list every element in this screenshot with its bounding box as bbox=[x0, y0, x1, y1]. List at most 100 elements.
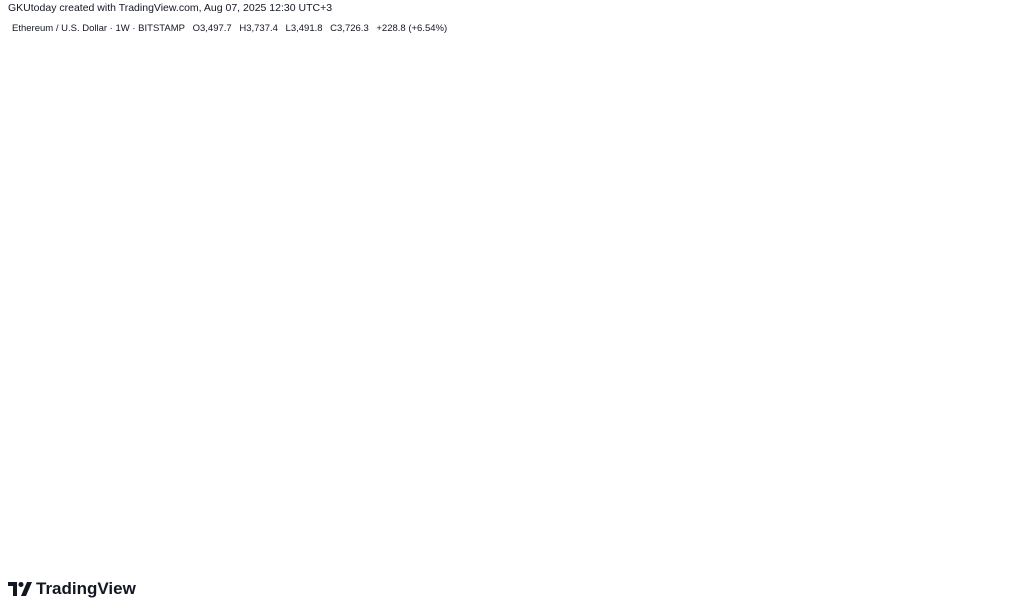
candle-body bbox=[98, 225, 108, 261]
x-tick-label: Jul bbox=[875, 554, 887, 565]
y-tick-label: 3,000.0 bbox=[980, 244, 1012, 255]
candle-down bbox=[659, 383, 669, 447]
candle-body bbox=[328, 357, 338, 361]
chart-frame bbox=[7, 17, 1018, 569]
candle-up bbox=[570, 176, 580, 225]
candle-up bbox=[608, 280, 618, 321]
candle-body bbox=[22, 144, 32, 176]
x-tick-label: May bbox=[94, 554, 112, 565]
candle-body bbox=[863, 316, 873, 328]
candle-body bbox=[659, 404, 669, 426]
ma-value-badge bbox=[976, 286, 1016, 300]
candle-up bbox=[187, 171, 198, 211]
candle-body bbox=[442, 218, 453, 237]
candle-body bbox=[60, 222, 70, 225]
candle-down bbox=[914, 98, 924, 192]
candle-body bbox=[723, 471, 733, 474]
currency-box[interactable] bbox=[976, 19, 1015, 39]
ohlc-high: H3,737.4 bbox=[239, 23, 278, 34]
candle-body bbox=[506, 94, 516, 205]
candle-body bbox=[213, 208, 223, 260]
events-icons[interactable] bbox=[924, 515, 949, 546]
candle-body bbox=[340, 314, 351, 359]
candles bbox=[9, 71, 937, 505]
candle-body bbox=[315, 339, 325, 361]
candle-up bbox=[901, 107, 912, 167]
price-axis[interactable]: 4,200.0 4,000.0 3,800.0 3,600.0 3,400.0 3,200… bbox=[980, 53, 1012, 542]
candle-up bbox=[876, 241, 886, 325]
candle-down bbox=[646, 324, 657, 410]
y-tick-label: 2,600.0 bbox=[980, 307, 1012, 318]
y-tick-label: 2,800.0 bbox=[980, 276, 1012, 287]
lightning-event-icon[interactable] bbox=[924, 515, 938, 529]
bar-countdown-label: 3d 15h bbox=[982, 137, 1010, 147]
ohlc-low: L3,491.8 bbox=[285, 23, 323, 34]
candle-down bbox=[60, 202, 70, 269]
currency-label: USD bbox=[984, 25, 1005, 36]
candle-body bbox=[889, 127, 899, 253]
x-tick-label: Apr bbox=[708, 554, 723, 565]
candle-up bbox=[468, 129, 478, 208]
candle-body bbox=[226, 163, 236, 210]
candle-down bbox=[238, 158, 249, 234]
candle-body bbox=[481, 87, 491, 136]
candle-body bbox=[187, 179, 198, 183]
candle-body bbox=[672, 406, 682, 427]
last-price-label: 3,726.3 bbox=[980, 127, 1012, 138]
x-tick-label: Aug bbox=[261, 554, 278, 565]
y-tick-label: 1,600.0 bbox=[980, 467, 1012, 478]
us-flag-event-icon-2[interactable] bbox=[935, 532, 949, 546]
candle-body bbox=[366, 303, 376, 338]
candle-body bbox=[519, 192, 529, 205]
x-tick-label: Nov bbox=[426, 554, 443, 565]
candle-up bbox=[213, 205, 223, 276]
candle-body bbox=[914, 109, 924, 170]
candle-body bbox=[111, 237, 121, 261]
candle-body bbox=[73, 206, 83, 226]
moving-averages bbox=[13, 185, 933, 419]
candle-down bbox=[149, 107, 159, 155]
candle-body bbox=[825, 320, 835, 327]
x-tick-label: May bbox=[757, 554, 775, 565]
candle-body bbox=[850, 327, 861, 372]
candle-body bbox=[417, 327, 427, 336]
candle-body bbox=[532, 147, 542, 194]
ma-value-label: 2,451.2 bbox=[980, 323, 1012, 334]
candle-down bbox=[162, 135, 172, 191]
candle-body bbox=[595, 268, 606, 308]
ma-value-badge bbox=[976, 353, 1016, 367]
candle-body bbox=[289, 288, 300, 311]
x-tick-label: 2025 bbox=[539, 554, 561, 565]
candle-down bbox=[697, 414, 708, 481]
moving-average-line bbox=[13, 185, 933, 367]
candle-down bbox=[595, 260, 606, 389]
candle-up bbox=[328, 333, 338, 364]
candle-body bbox=[697, 438, 708, 476]
candle-down bbox=[557, 164, 567, 261]
tradingview-logo[interactable]: TradingView bbox=[8, 579, 136, 599]
candle-down bbox=[302, 285, 312, 346]
candle-body bbox=[812, 321, 822, 327]
candle-body bbox=[736, 440, 746, 474]
y-tick-label: 2,200.0 bbox=[980, 371, 1012, 382]
x-tick-label: Aug bbox=[924, 554, 941, 565]
candle-body bbox=[468, 134, 478, 191]
symbol-name[interactable]: Ethereum / U.S. Dollar · 1W · BITSTAMP bbox=[12, 23, 185, 34]
x-tick-label: Apr bbox=[32, 554, 47, 565]
candle-up bbox=[22, 139, 32, 181]
candle-body bbox=[634, 277, 644, 326]
time-axis[interactable]: Apr May Jun Jul Aug Sep Oct Nov Dec 2025 Feb Mar Apr… bbox=[32, 554, 940, 565]
y-tick-label: 2,400.0 bbox=[980, 339, 1012, 350]
candle-body bbox=[264, 297, 274, 320]
y-tick-label: 2,000.0 bbox=[980, 403, 1012, 414]
candle-up bbox=[825, 267, 835, 337]
y-tick-label: 1,200.0 bbox=[980, 530, 1012, 541]
candle-down bbox=[315, 318, 325, 384]
candle-body bbox=[47, 175, 57, 224]
candle-down bbox=[583, 178, 593, 289]
candle-down bbox=[838, 299, 848, 389]
candle-up bbox=[532, 140, 542, 201]
us-flag-event-icon[interactable] bbox=[924, 532, 938, 546]
candle-down bbox=[506, 71, 516, 233]
